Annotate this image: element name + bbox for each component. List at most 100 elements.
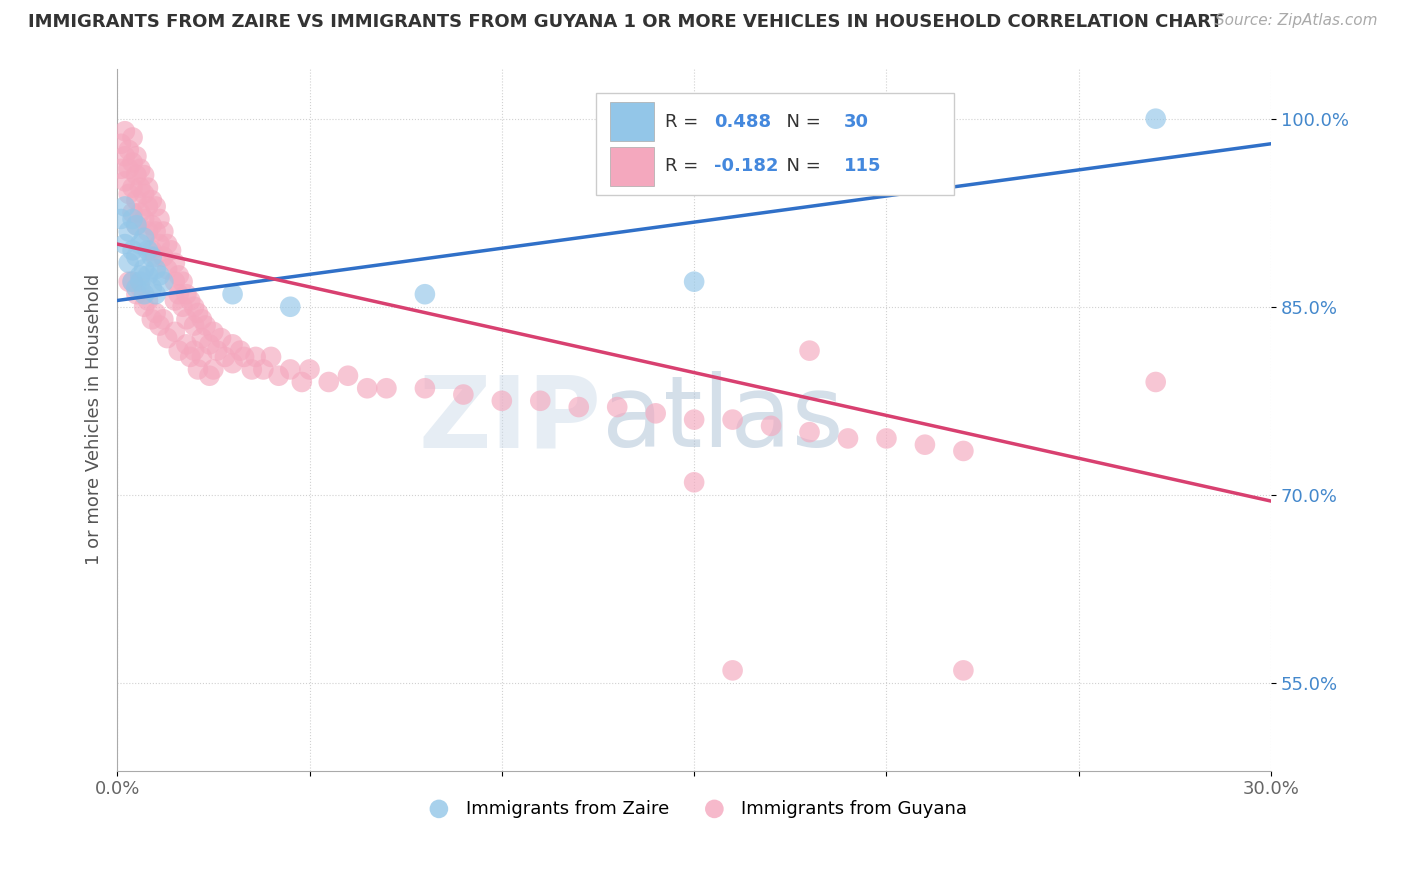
- Point: [179, 350, 201, 364]
- Point: [176, 337, 198, 351]
- Point: [152, 225, 174, 239]
- Point: [114, 237, 136, 252]
- Point: [125, 193, 148, 207]
- Point: [202, 362, 225, 376]
- Point: [118, 256, 141, 270]
- Point: [221, 356, 243, 370]
- Point: [291, 375, 314, 389]
- Point: [156, 262, 179, 277]
- Point: [121, 211, 143, 226]
- Point: [233, 350, 256, 364]
- Point: [121, 205, 143, 219]
- Point: [121, 155, 143, 169]
- Point: [129, 268, 152, 283]
- Point: [221, 287, 243, 301]
- Text: N =: N =: [775, 157, 827, 176]
- Point: [683, 412, 706, 426]
- Point: [125, 168, 148, 182]
- Point: [183, 300, 205, 314]
- Point: [167, 343, 190, 358]
- Text: 115: 115: [844, 157, 882, 176]
- Point: [132, 231, 155, 245]
- Text: R =: R =: [665, 157, 704, 176]
- Point: [125, 281, 148, 295]
- Point: [167, 268, 190, 283]
- Point: [721, 412, 744, 426]
- Point: [205, 343, 228, 358]
- Text: ZIP: ZIP: [419, 371, 602, 468]
- Point: [152, 250, 174, 264]
- Point: [172, 300, 194, 314]
- Point: [141, 281, 163, 295]
- Point: [145, 287, 167, 301]
- Text: N =: N =: [775, 112, 827, 130]
- Point: [356, 381, 378, 395]
- Point: [136, 225, 159, 239]
- Point: [118, 275, 141, 289]
- Point: [252, 362, 274, 376]
- Text: R =: R =: [665, 112, 704, 130]
- Point: [163, 275, 186, 289]
- Point: [759, 418, 782, 433]
- Point: [278, 362, 301, 376]
- Point: [453, 387, 475, 401]
- Point: [132, 186, 155, 201]
- Point: [413, 381, 436, 395]
- Point: [125, 250, 148, 264]
- Point: [260, 350, 283, 364]
- Point: [413, 287, 436, 301]
- Point: [336, 368, 359, 383]
- Point: [156, 237, 179, 252]
- Point: [183, 343, 205, 358]
- Point: [148, 268, 170, 283]
- Point: [837, 431, 859, 445]
- Point: [952, 444, 974, 458]
- Point: [152, 275, 174, 289]
- Point: [136, 268, 159, 283]
- Point: [132, 287, 155, 301]
- Point: [125, 219, 148, 233]
- Text: 0.488: 0.488: [714, 112, 770, 130]
- Point: [132, 300, 155, 314]
- Text: Source: ZipAtlas.com: Source: ZipAtlas.com: [1215, 13, 1378, 29]
- Point: [114, 124, 136, 138]
- Point: [118, 143, 141, 157]
- Point: [121, 130, 143, 145]
- Point: [125, 149, 148, 163]
- Point: [1144, 112, 1167, 126]
- Point: [240, 362, 263, 376]
- Point: [375, 381, 398, 395]
- Point: [644, 406, 666, 420]
- Point: [721, 664, 744, 678]
- Point: [683, 475, 706, 490]
- Point: [141, 219, 163, 233]
- Point: [129, 180, 152, 194]
- Point: [114, 199, 136, 213]
- Point: [136, 293, 159, 308]
- Point: [160, 244, 183, 258]
- Point: [145, 306, 167, 320]
- Point: [191, 331, 214, 345]
- Point: [129, 275, 152, 289]
- Point: [121, 275, 143, 289]
- Point: [167, 287, 190, 301]
- Point: [121, 275, 143, 289]
- Point: [125, 219, 148, 233]
- Point: [298, 362, 321, 376]
- Point: [129, 281, 152, 295]
- Point: [214, 350, 236, 364]
- Point: [118, 225, 141, 239]
- Text: atlas: atlas: [602, 371, 844, 468]
- Point: [194, 318, 217, 333]
- Point: [125, 287, 148, 301]
- Point: [914, 438, 936, 452]
- Point: [183, 318, 205, 333]
- Point: [229, 343, 252, 358]
- Point: [172, 275, 194, 289]
- Text: 30: 30: [844, 112, 869, 130]
- Point: [198, 368, 221, 383]
- Point: [145, 199, 167, 213]
- Point: [148, 237, 170, 252]
- Point: [118, 186, 141, 201]
- Point: [187, 306, 209, 320]
